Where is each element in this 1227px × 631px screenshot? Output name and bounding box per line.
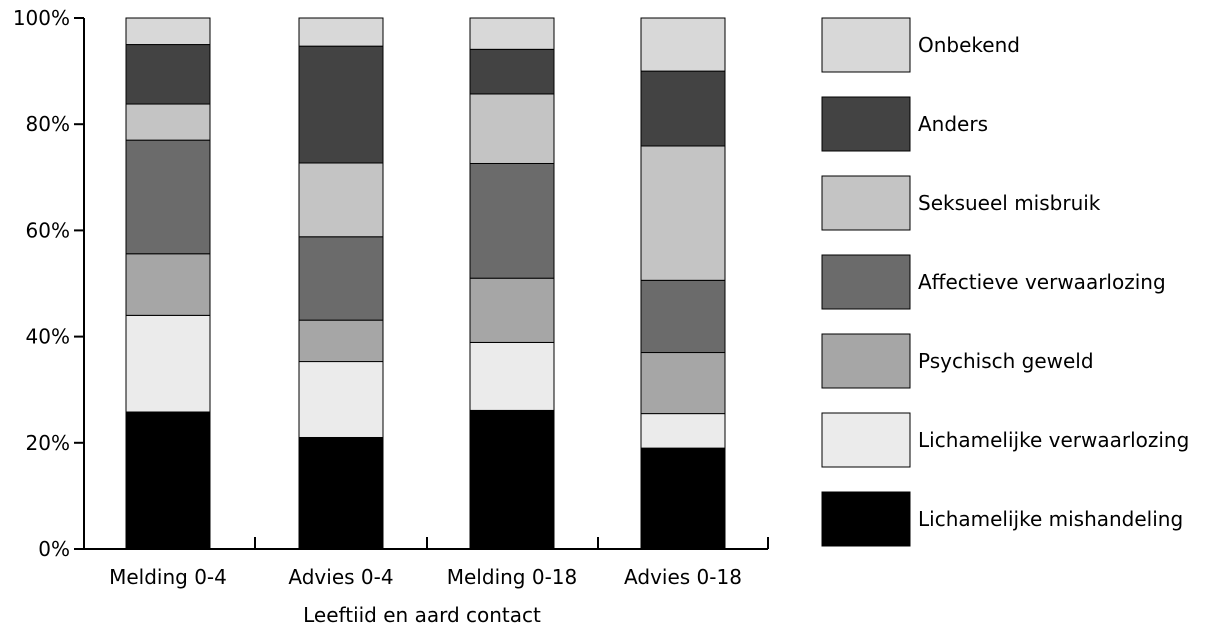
legend-item: Onbekend bbox=[821, 17, 1020, 73]
legend: Onbekend Anders Seksueel misbruik Affectiev… bbox=[821, 17, 1189, 547]
bar-segment bbox=[125, 139, 211, 255]
x-tick-label: Melding 0-4 bbox=[109, 565, 227, 589]
x-axis-title: Leeftiid en aard contact bbox=[303, 603, 541, 627]
legend-label: Onbekend bbox=[918, 33, 1020, 57]
bar-segment bbox=[469, 17, 555, 50]
x-tick-label: Advies 0-4 bbox=[288, 565, 393, 589]
bar-segment bbox=[469, 277, 555, 343]
bar-segment bbox=[640, 413, 726, 449]
legend-swatch bbox=[821, 17, 911, 73]
bar-segment bbox=[298, 319, 384, 363]
legend-swatch bbox=[821, 175, 911, 231]
x-tick-label: Melding 0-18 bbox=[447, 565, 578, 589]
bar-segment bbox=[298, 436, 384, 550]
bar-segment bbox=[125, 253, 211, 316]
bar-segment bbox=[125, 314, 211, 413]
bar-segment bbox=[640, 70, 726, 147]
legend-swatch bbox=[821, 96, 911, 152]
bar-segment bbox=[640, 447, 726, 550]
y-tick-label: 20% bbox=[26, 431, 70, 455]
bar-segment bbox=[469, 341, 555, 411]
y-tick-label: 100% bbox=[13, 6, 70, 30]
x-tick-label: Advies 0-18 bbox=[624, 565, 742, 589]
bar-segment bbox=[640, 17, 726, 72]
bar-segment bbox=[640, 352, 726, 415]
legend-item: Lichamelijke verwaarlozing bbox=[821, 412, 1189, 468]
bar-segment bbox=[298, 162, 384, 238]
y-axis: 0% 20% 40% 60% 80% 100% bbox=[13, 6, 85, 561]
legend-item: Psychisch geweld bbox=[821, 333, 1094, 389]
y-tick-label: 60% bbox=[26, 218, 70, 242]
bar-segment bbox=[125, 103, 211, 141]
legend-swatch bbox=[821, 491, 911, 547]
bar-segment bbox=[640, 145, 726, 281]
bar-segment bbox=[469, 162, 555, 279]
legend-label: Affectieve verwaarlozing bbox=[918, 270, 1166, 294]
bar-segment bbox=[125, 17, 211, 46]
legend-label: Anders bbox=[918, 112, 988, 136]
bar-segment bbox=[469, 409, 555, 550]
bar-segment bbox=[298, 361, 384, 438]
y-tick-label: 0% bbox=[38, 537, 70, 561]
plot-area bbox=[125, 17, 726, 550]
legend-swatch bbox=[821, 412, 911, 468]
legend-label: Psychisch geweld bbox=[918, 349, 1094, 373]
legend-label: Lichamelijke mishandeling bbox=[918, 507, 1183, 531]
bar-segment bbox=[640, 279, 726, 354]
legend-label: Seksueel misbruik bbox=[918, 191, 1101, 215]
bar-segment bbox=[469, 48, 555, 95]
legend-label: Lichamelijke verwaarlozing bbox=[918, 428, 1189, 452]
legend-item: Seksueel misbruik bbox=[821, 175, 1101, 231]
bar-segment bbox=[298, 236, 384, 321]
legend-item: Affectieve verwaarlozing bbox=[821, 254, 1166, 310]
bar-segment bbox=[298, 17, 384, 47]
y-tick-label: 40% bbox=[26, 325, 70, 349]
legend-item: Anders bbox=[821, 96, 988, 152]
legend-item: Lichamelijke mishandeling bbox=[821, 491, 1183, 547]
x-axis: Melding 0-4 Advies 0-4 Melding 0-18 Advies … bbox=[83, 537, 769, 589]
bar-segment bbox=[298, 45, 384, 164]
bar-segment bbox=[469, 93, 555, 164]
bar-segment bbox=[125, 44, 211, 105]
legend-swatch bbox=[821, 254, 911, 310]
legend-swatch bbox=[821, 333, 911, 389]
y-tick-label: 80% bbox=[26, 112, 70, 136]
bar-segment bbox=[125, 411, 211, 550]
